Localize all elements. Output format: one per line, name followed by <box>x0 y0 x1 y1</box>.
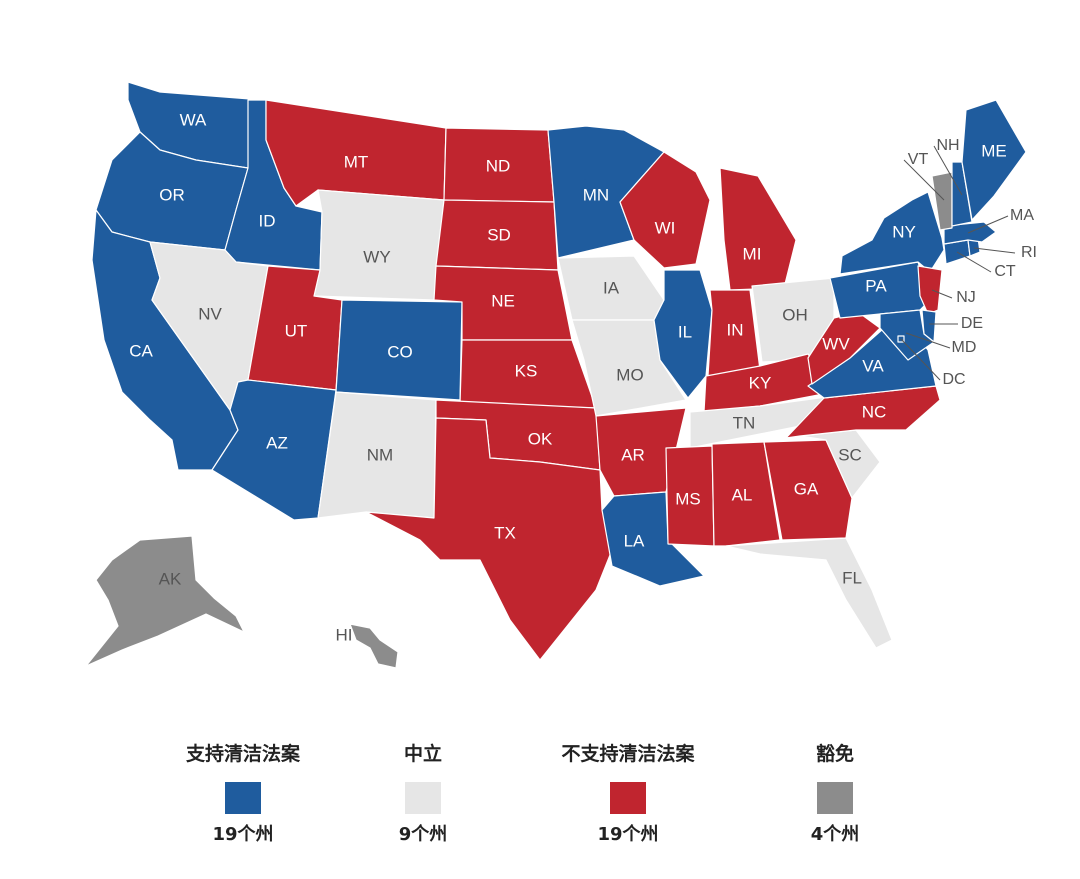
legend-item-oppose: 不支持清洁法案 19个州 <box>528 740 728 846</box>
state-label-ak: AK <box>159 569 182 588</box>
legend-swatch <box>225 782 261 814</box>
state-la <box>601 491 705 587</box>
state-label-ms: MS <box>675 489 701 508</box>
state-label-ks: KS <box>515 361 538 380</box>
state-label-sc: SC <box>838 445 862 464</box>
state-label-oh: OH <box>782 305 808 324</box>
state-label-tx: TX <box>494 523 516 542</box>
leader-line-ri <box>973 247 1016 254</box>
state-label-ga: GA <box>794 479 819 498</box>
leader-line-dc <box>900 338 941 381</box>
state-label-mi: MI <box>743 244 762 263</box>
state-label-ri: RI <box>1021 244 1037 261</box>
legend-swatch <box>405 782 441 814</box>
leader-line-nh <box>933 145 963 196</box>
state-al <box>711 441 781 547</box>
state-label-dc: DC <box>942 371 965 388</box>
leader-line-nj <box>931 289 953 299</box>
state-ma <box>943 221 997 245</box>
state-mi <box>719 167 797 291</box>
state-label-nc: NC <box>862 402 887 421</box>
state-wy <box>313 189 445 301</box>
us-states-map: WA OR CA ID NV MT WY UT AZ CO NM ND SD NE KS OK TX MN IA MO… <box>85 81 1037 669</box>
state-ak <box>85 535 245 667</box>
state-label-fl: FL <box>842 568 862 587</box>
state-vt <box>931 171 953 231</box>
state-wi <box>619 151 711 269</box>
state-label-in: IN <box>727 320 744 339</box>
state-label-nh: NH <box>936 137 959 154</box>
state-label-la: LA <box>624 531 645 550</box>
state-label-wa: WA <box>180 110 207 129</box>
state-label-al: AL <box>732 485 753 504</box>
state-label-md: MD <box>952 339 977 356</box>
legend-label: 支持清洁法案 <box>185 743 300 765</box>
state-label-ok: OK <box>528 429 553 448</box>
legend-swatch <box>610 782 646 814</box>
state-me <box>961 99 1027 221</box>
legend-item-neutral: 中立 9个州 <box>323 740 523 846</box>
legend-label: 中立 <box>403 743 442 765</box>
state-label-pa: PA <box>865 276 887 295</box>
state-label-nm: NM <box>367 445 393 464</box>
leader-line-ma <box>967 215 1009 234</box>
legend-item-exempt: 豁免 4个州 <box>735 740 935 846</box>
state-ga <box>763 439 853 541</box>
legend-count: 19个州 <box>212 824 274 845</box>
state-label-ky: KY <box>749 373 772 392</box>
legend-swatch <box>817 782 853 814</box>
state-label-ne: NE <box>491 291 515 310</box>
state-ny <box>839 191 945 275</box>
state-label-tn: TN <box>733 413 756 432</box>
state-label-mt: MT <box>344 152 369 171</box>
state-label-wi: WI <box>655 218 676 237</box>
state-nc <box>785 385 941 439</box>
state-label-sd: SD <box>487 225 511 244</box>
state-label-il: IL <box>678 322 692 341</box>
state-label-ar: AR <box>621 445 645 464</box>
state-label-va: VA <box>862 356 884 375</box>
state-md <box>879 309 935 361</box>
state-label-ma: MA <box>1010 207 1034 224</box>
state-label-ut: UT <box>285 321 308 340</box>
leader-line-md <box>905 332 951 349</box>
state-label-wy: WY <box>363 247 390 266</box>
state-label-co: CO <box>387 342 413 361</box>
legend-count: 4个州 <box>810 824 860 845</box>
state-il <box>653 269 713 399</box>
state-label-mn: MN <box>583 185 609 204</box>
legend-count: 19个州 <box>597 824 659 845</box>
state-label-mo: MO <box>616 365 643 384</box>
state-label-vt: VT <box>908 151 929 168</box>
legend-label: 豁免 <box>815 743 854 765</box>
state-label-nv: NV <box>198 304 222 323</box>
leader-line-ct <box>956 251 992 273</box>
state-label-or: OR <box>159 185 185 204</box>
state-label-de: DE <box>961 315 983 332</box>
state-hi <box>349 623 399 669</box>
state-label-ia: IA <box>603 278 620 297</box>
state-label-nj: NJ <box>956 289 976 306</box>
state-label-wv: WV <box>822 334 850 353</box>
state-label-az: AZ <box>266 433 288 452</box>
legend-count: 9个州 <box>398 824 448 845</box>
state-label-me: ME <box>981 141 1007 160</box>
state-label-ny: NY <box>892 222 916 241</box>
state-label-hi: HI <box>336 625 353 644</box>
state-label-id: ID <box>259 211 276 230</box>
legend: 支持清洁法案 19个州 中立 9个州 不支持清洁法案 19个州 豁免 4个州 <box>0 740 1080 870</box>
leader-line-vt <box>903 159 945 201</box>
state-label-ca: CA <box>129 341 153 360</box>
legend-label: 不支持清洁法案 <box>561 743 695 765</box>
legend-item-support: 支持清洁法案 19个州 <box>143 740 343 846</box>
state-label-ct: CT <box>994 263 1016 280</box>
state-fl <box>725 537 893 649</box>
state-label-nd: ND <box>486 156 511 175</box>
